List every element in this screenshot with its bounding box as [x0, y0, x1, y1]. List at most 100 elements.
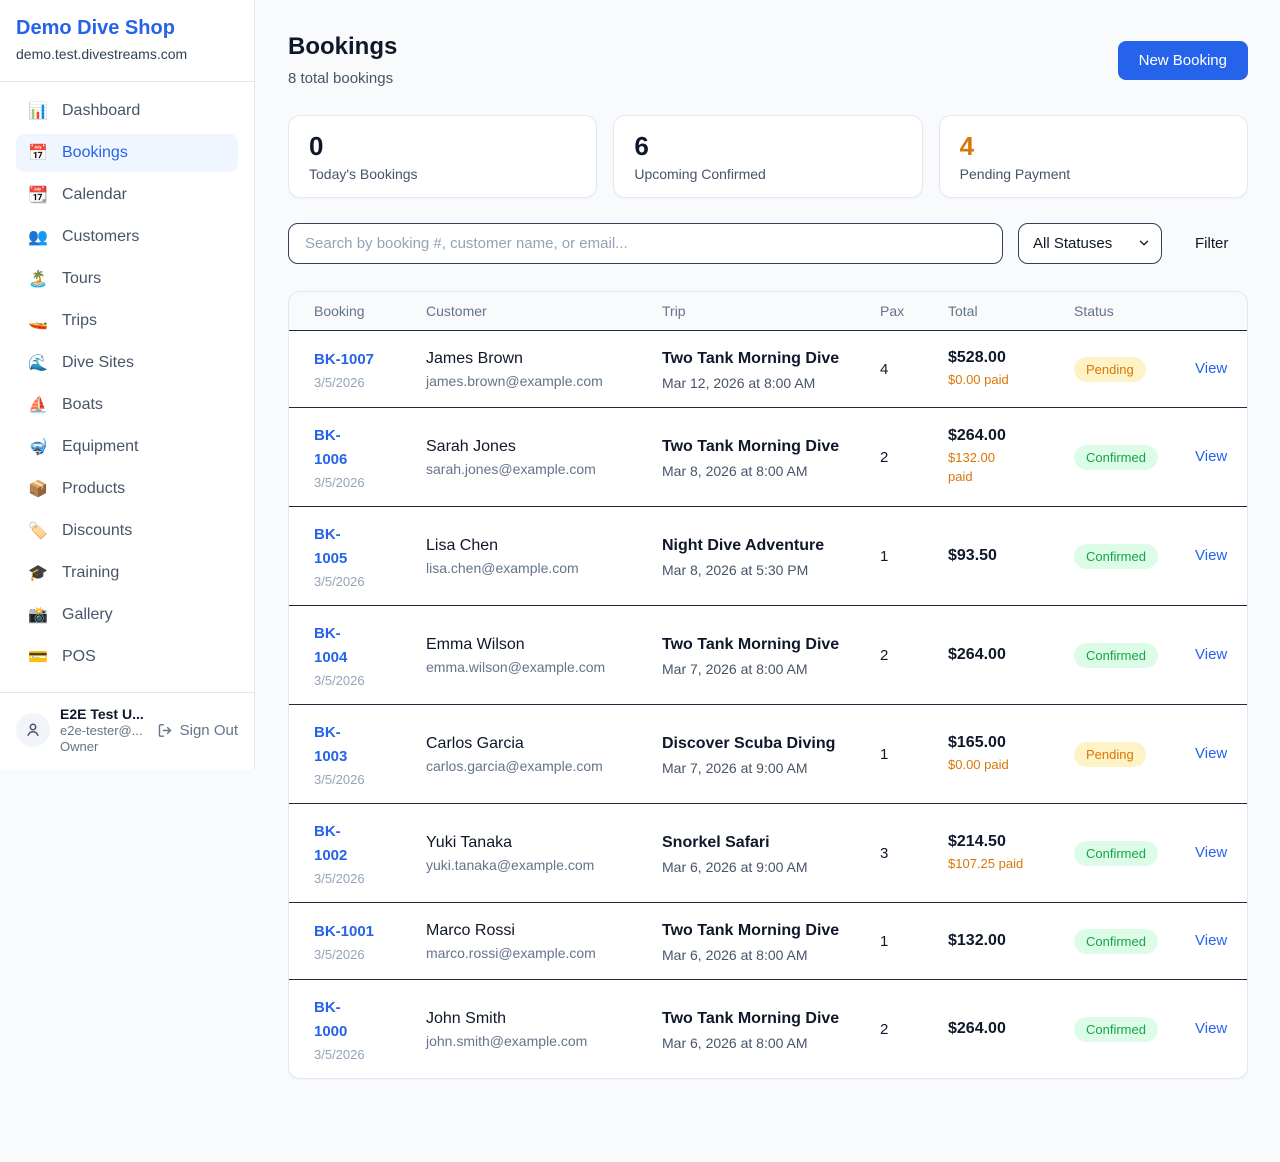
sidebar-item-gallery[interactable]: 📸 Gallery: [16, 596, 238, 634]
table-row: BK- 1004 3/5/2026 Emma Wilson emma.wilso…: [289, 606, 1247, 705]
tearoff-calendar-icon: 📆: [28, 187, 48, 204]
trip-cell: Snorkel Safari Mar 6, 2026 at 9:00 AM: [662, 831, 880, 875]
booking-date: 3/5/2026: [314, 475, 365, 490]
status-cell: Pending: [1074, 741, 1195, 767]
table-row: BK-1001 3/5/2026 Marco Rossi marco.rossi…: [289, 903, 1247, 980]
sidebar-item-tours[interactable]: 🏝️ Tours: [16, 260, 238, 298]
camera-icon: 📸: [28, 607, 48, 624]
sidebar-item-discounts[interactable]: 🏷️ Discounts: [16, 512, 238, 550]
trip-cell: Night Dive Adventure Mar 8, 2026 at 5:30…: [662, 534, 880, 578]
credit-card-icon: 💳: [28, 649, 48, 666]
booking-id-link[interactable]: BK- 1003: [314, 724, 348, 765]
customer-cell: John Smith john.smith@example.com: [426, 1010, 662, 1049]
pax-cell: 1: [880, 745, 889, 763]
total-amount: $264.00: [948, 646, 1006, 663]
total-cell: $165.00 $0.00 paid: [948, 734, 1074, 775]
sidebar-item-calendar[interactable]: 📆 Calendar: [16, 176, 238, 214]
customer-cell: Emma Wilson emma.wilson@example.com: [426, 636, 662, 675]
col-total: Total: [948, 303, 978, 319]
booking-id-link[interactable]: BK- 1006: [314, 427, 348, 468]
status-badge: Pending: [1074, 356, 1146, 382]
booking-date: 3/5/2026: [314, 673, 365, 688]
view-link[interactable]: View: [1195, 646, 1228, 663]
trip-date: Mar 12, 2026 at 8:00 AM: [662, 375, 816, 391]
sidebar-item-customers[interactable]: 👥 Customers: [16, 218, 238, 256]
user-name: E2E Test U...: [60, 706, 144, 722]
booking-cell: BK-1007 3/5/2026: [314, 348, 426, 390]
sidebar-item-trips[interactable]: 🚤 Trips: [16, 302, 238, 340]
pax-cell: 3: [880, 844, 889, 862]
status-select[interactable]: All Statuses: [1018, 223, 1162, 264]
total-amount: $93.50: [948, 547, 997, 564]
stat-card: 6 Upcoming Confirmed: [613, 115, 923, 198]
sidebar-item-label: Tours: [62, 270, 102, 287]
page-header: Bookings 8 total bookings New Booking: [288, 33, 1248, 87]
sidebar-item-pos[interactable]: 💳 POS: [16, 638, 238, 676]
sidebar-item-dive-sites[interactable]: 🌊 Dive Sites: [16, 344, 238, 382]
view-link[interactable]: View: [1195, 932, 1228, 949]
status-cell: Confirmed: [1074, 444, 1195, 470]
trip-date: Mar 7, 2026 at 8:00 AM: [662, 661, 808, 677]
booking-date: 3/5/2026: [314, 871, 365, 886]
trip-cell: Two Tank Morning Dive Mar 6, 2026 at 8:0…: [662, 919, 880, 963]
booking-cell: BK- 1004 3/5/2026: [314, 622, 426, 688]
customer-name: Lisa Chen: [426, 536, 499, 554]
view-link[interactable]: View: [1195, 547, 1228, 564]
speedboat-icon: 🚤: [28, 313, 48, 330]
sidebar-item-label: Dive Sites: [62, 354, 135, 371]
pax-cell: 2: [880, 1020, 889, 1038]
sidebar-item-label: Calendar: [62, 186, 127, 203]
status-badge: Confirmed: [1074, 840, 1158, 866]
trip-date: Mar 6, 2026 at 8:00 AM: [662, 1035, 808, 1051]
booking-id-link[interactable]: BK- 1004: [314, 625, 348, 666]
stat-card: 0 Today's Bookings: [288, 115, 598, 198]
booking-id-link[interactable]: BK- 1002: [314, 823, 348, 864]
trip-cell: Two Tank Morning Dive Mar 6, 2026 at 8:0…: [662, 1007, 880, 1051]
page-subtitle: 8 total bookings: [288, 70, 394, 87]
stat-label: Pending Payment: [959, 166, 1071, 183]
paid-amount: $0.00 paid: [948, 371, 1009, 387]
sign-out-button[interactable]: Sign Out: [157, 722, 238, 739]
booking-date: 3/5/2026: [314, 375, 365, 390]
sidebar-item-products[interactable]: 📦 Products: [16, 470, 238, 508]
total-cell: $214.50 $107.25 paid: [948, 833, 1074, 874]
booking-id-link[interactable]: BK-1007: [314, 351, 375, 368]
trip-name: Two Tank Morning Dive: [662, 636, 840, 653]
customer-email: emma.wilson@example.com: [426, 658, 606, 675]
status-cell: Confirmed: [1074, 1016, 1195, 1042]
customer-cell: Yuki Tanaka yuki.tanaka@example.com: [426, 834, 662, 873]
status-badge: Confirmed: [1074, 642, 1158, 668]
stat-label: Upcoming Confirmed: [634, 166, 766, 183]
view-link[interactable]: View: [1195, 360, 1228, 377]
sidebar-item-bookings[interactable]: 📅 Bookings: [16, 134, 238, 172]
sidebar-item-boats[interactable]: ⛵ Boats: [16, 386, 238, 424]
pax-cell: 1: [880, 932, 889, 950]
trip-cell: Two Tank Morning Dive Mar 7, 2026 at 8:0…: [662, 633, 880, 677]
booking-id-link[interactable]: BK-1001: [314, 923, 375, 940]
customer-cell: Carlos Garcia carlos.garcia@example.com: [426, 735, 662, 774]
main-content: Bookings 8 total bookings New Booking 0 …: [255, 0, 1280, 1079]
view-link[interactable]: View: [1195, 745, 1228, 762]
stat-value: 6: [634, 131, 649, 161]
new-booking-button[interactable]: New Booking: [1117, 41, 1248, 80]
customer-name: Emma Wilson: [426, 635, 525, 653]
trip-name: Two Tank Morning Dive: [662, 1010, 840, 1027]
status-cell: Pending: [1074, 356, 1195, 382]
sidebar-item-dashboard[interactable]: 📊 Dashboard: [16, 92, 238, 130]
user-email: e2e-tester@...: [60, 723, 143, 738]
status-cell: Confirmed: [1074, 543, 1195, 569]
view-link[interactable]: View: [1195, 448, 1228, 465]
view-link[interactable]: View: [1195, 844, 1228, 861]
customer-email: carlos.garcia@example.com: [426, 757, 603, 774]
view-link[interactable]: View: [1195, 1020, 1228, 1037]
sidebar-item-training[interactable]: 🎓 Training: [16, 554, 238, 592]
search-input[interactable]: [288, 223, 1003, 264]
sidebar-item-equipment[interactable]: 🤿 Equipment: [16, 428, 238, 466]
table-body: BK-1007 3/5/2026 James Brown james.brown…: [289, 331, 1247, 1078]
filter-button[interactable]: Filter: [1195, 235, 1229, 252]
booking-id-link[interactable]: BK- 1000: [314, 999, 348, 1040]
customer-name: Carlos Garcia: [426, 734, 524, 752]
booking-id-link[interactable]: BK- 1005: [314, 526, 348, 567]
trip-name: Two Tank Morning Dive: [662, 922, 840, 939]
table-row: BK- 1000 3/5/2026 John Smith john.smith@…: [289, 980, 1247, 1078]
